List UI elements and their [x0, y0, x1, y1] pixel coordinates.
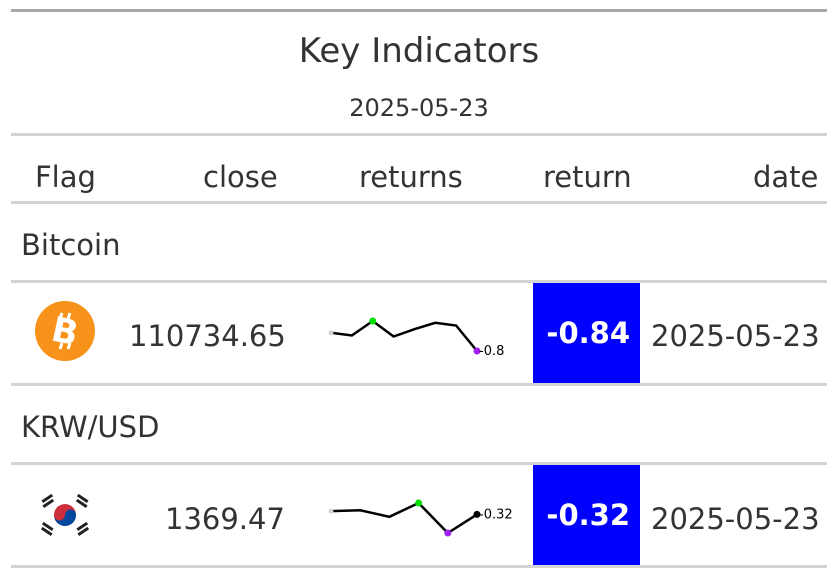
sparkline-label: -0.8	[479, 344, 504, 359]
row-rule-krw-usd	[11, 565, 827, 568]
column-header-date: date	[753, 160, 819, 194]
sparkline-start-point	[328, 330, 334, 336]
return-value-bitcoin: -0.84	[533, 283, 640, 383]
return-value-krw-usd: -0.32	[533, 465, 640, 565]
close-value-bitcoin: 110734.65	[129, 319, 286, 353]
bitcoin-icon: B	[35, 301, 95, 361]
column-header-return: return	[543, 160, 632, 194]
sparkline-min-point	[473, 347, 481, 355]
returns-sparkline-krw-usd: -0.32	[328, 499, 513, 537]
close-value-krw-usd: 1369.47	[165, 502, 285, 536]
key-indicators-table: Key Indicators 2025-05-23 Flag close ret…	[11, 9, 827, 568]
column-header-rule	[11, 201, 827, 204]
group-rule-krw-usd	[11, 462, 827, 465]
date-value-krw-usd: 2025-05-23	[651, 502, 820, 536]
table-title: Key Indicators	[298, 31, 540, 71]
sparkline-min-point	[444, 529, 452, 537]
sparkline-end-point	[473, 510, 481, 518]
date-value-bitcoin: 2025-05-23	[651, 319, 820, 353]
column-header-flag: Flag	[35, 160, 96, 194]
table-top-rule	[11, 9, 827, 12]
table-subtitle: 2025-05-23	[349, 94, 489, 122]
group-rule-bitcoin	[11, 280, 827, 283]
sparkline-max-point	[415, 499, 423, 507]
sparkline-start-point	[328, 508, 334, 514]
group-label-krw-usd: KRW/USD	[21, 410, 160, 444]
column-header-returns: returns	[359, 160, 463, 194]
sparkline-max-point	[369, 317, 377, 325]
column-header-close: close	[203, 160, 278, 194]
row-rule-bitcoin	[11, 383, 827, 386]
header-rule	[11, 133, 827, 136]
south-korea-flag-icon	[37, 493, 93, 537]
sparkline-line	[330, 319, 478, 352]
returns-sparkline-bitcoin: -0.8	[328, 317, 504, 359]
sparkline-line	[330, 501, 478, 535]
sparkline-label: -0.32	[479, 507, 513, 522]
group-label-bitcoin: Bitcoin	[21, 228, 121, 262]
